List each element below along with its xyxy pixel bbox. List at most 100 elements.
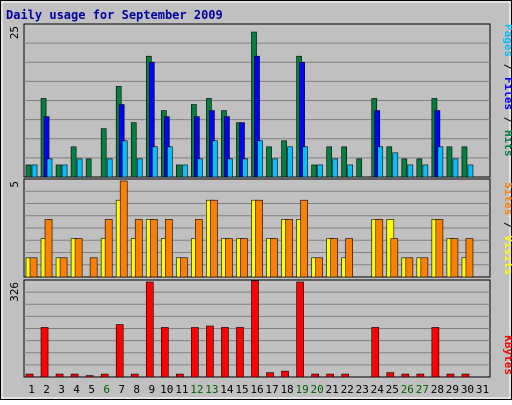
- kbytes-panel: 326 KBytes: [8, 279, 512, 378]
- x-tick-label-day-28: 28: [431, 383, 444, 396]
- hits-panel-bar-pages-day-15: [242, 158, 248, 178]
- hits-panel-bar-hits-day-1: [25, 164, 32, 178]
- panels-layer: 25 Pages / Files / Hits 5 Sites / Visits 326…: [8, 23, 512, 378]
- kbytes-panel-side-labels: KBytes: [502, 335, 512, 375]
- x-tick-label-day-15: 15: [235, 383, 248, 396]
- hits-panel-bar-hits-day-11: [176, 164, 182, 178]
- hits-panel-bar-pages-day-20: [317, 164, 323, 178]
- side-legend-part: Hits: [502, 130, 512, 157]
- x-tick-label-day-5: 5: [88, 383, 95, 396]
- hits-panel-bar-files-day-19: [299, 61, 305, 178]
- kbytes-panel-bar-kbytes-day-26: [401, 373, 410, 378]
- kbytes-panel-bar-kbytes-day-6: [100, 373, 109, 378]
- visits-panel-bar-sites-day-19: [300, 199, 308, 278]
- hits-panel-bar-pages-day-3: [61, 164, 68, 178]
- kbytes-panel-bar-kbytes-day-15: [236, 327, 244, 378]
- visits-panel-bar-sites-day-24: [375, 219, 384, 278]
- x-tick-label-day-16: 16: [250, 383, 263, 396]
- hits-panel-bar-hits-day-25: [386, 146, 393, 178]
- hits-panel-bar-files-day-24: [374, 110, 381, 178]
- visits-panel-bar-sites-day-9: [149, 219, 158, 278]
- hits-panel-bar-pages-day-19: [302, 146, 308, 178]
- side-legend-part: /: [502, 57, 512, 77]
- hits-panel-bar-hits-day-22: [341, 146, 348, 178]
- kbytes-panel-bar-kbytes-day-22: [341, 373, 350, 378]
- kbytes-panel-bar-kbytes-day-25: [386, 372, 395, 378]
- hits-panel-bar-pages-day-8: [136, 158, 143, 178]
- hits-panel-bar-hits-day-20: [311, 164, 317, 178]
- visits-panel-bar-sites-day-17: [270, 238, 278, 278]
- x-tick-label-day-26: 26: [401, 383, 414, 396]
- hits-panel-bar-pages-day-12: [197, 158, 203, 178]
- hits-panel-bar-files-day-15: [239, 122, 245, 178]
- visits-panel-bar-sites-day-1: [29, 257, 38, 278]
- x-tick-label-day-29: 29: [446, 383, 459, 396]
- visits-panel-bar-sites-day-11: [180, 257, 188, 278]
- chart-frame-inner: [1, 1, 511, 399]
- hits-panel-bar-files-day-16: [254, 55, 260, 178]
- kbytes-panel-bar-kbytes-day-4: [70, 373, 79, 378]
- kbytes-panel-side-legend: KBytes: [502, 335, 512, 375]
- x-tick-label-day-25: 25: [386, 383, 399, 396]
- side-legend-part: Pages: [502, 24, 512, 57]
- visits-panel-bar-sites-day-2: [44, 219, 53, 278]
- x-tick-label-day-14: 14: [220, 383, 234, 396]
- x-tick-label-day-9: 9: [148, 383, 155, 396]
- side-legend-part: /: [502, 215, 512, 235]
- x-tick-label-day-27: 27: [416, 383, 429, 396]
- hits-panel-bar-pages-day-17: [272, 158, 278, 178]
- visits-panel-bar-sites-day-7: [119, 180, 128, 278]
- hits-panel-bar-files-day-9: [148, 61, 155, 178]
- hits-panel-bar-pages-day-30: [467, 164, 474, 178]
- visits-panel-bar-sites-day-27: [420, 257, 429, 278]
- kbytes-panel-bar-kbytes-day-14: [221, 327, 229, 378]
- x-tick-label-day-20: 20: [311, 383, 324, 396]
- x-tick-label-day-21: 21: [326, 383, 339, 396]
- x-tick-label-day-22: 22: [341, 383, 354, 396]
- hits-panel-bar-hits-day-5: [85, 158, 92, 178]
- hits-panel-bar-pages-day-29: [452, 158, 459, 178]
- hits-panel-side-legend: Pages / Files / Hits: [502, 24, 512, 157]
- kbytes-panel-bar-kbytes-day-20: [311, 373, 319, 378]
- visits-panel-bar-sites-day-4: [74, 238, 83, 278]
- x-tick-label-day-24: 24: [371, 383, 385, 396]
- kbytes-panel-bar-kbytes-day-9: [145, 281, 154, 378]
- kbytes-panel-bar-kbytes-day-5: [85, 375, 94, 378]
- hits-panel-bar-hits-day-4: [70, 146, 77, 178]
- hits-panel-bar-pages-day-2: [46, 158, 53, 178]
- hits-panel-side-labels: Pages / Files / Hits: [502, 24, 512, 157]
- hits-panel-bar-pages-day-7: [121, 140, 128, 178]
- hits-panel-bar-hits-day-3: [55, 164, 62, 178]
- visits-panel-side-legend: Sites / Visits: [502, 182, 512, 275]
- hits-panel-bar-pages-day-16: [257, 140, 263, 178]
- x-tick-label-day-6: 6: [103, 383, 110, 396]
- x-axis-labels: 1 2 3 4 5 6 7 8 9 10 11 12 13 14 15 16 17 18 19 20 21 22 23 24 2…: [28, 383, 489, 396]
- hits-panel-bar-pages-day-14: [227, 158, 233, 178]
- x-tick-label-day-31: 31: [476, 383, 489, 396]
- hits-panel-bar-hits-day-17: [266, 146, 272, 178]
- x-tick-label-day-4: 4: [73, 383, 80, 396]
- side-legend-part: KBytes: [502, 335, 512, 375]
- x-tick-label-day-10: 10: [160, 383, 173, 396]
- kbytes-panel-bar-kbytes-day-13: [206, 325, 214, 378]
- x-tick-label-day-2: 2: [43, 383, 50, 396]
- hits-panel-bar-pages-day-28: [437, 146, 444, 178]
- kbytes-panel-bar-kbytes-day-27: [416, 373, 425, 378]
- hits-panel-bar-pages-day-4: [76, 158, 83, 178]
- side-legend-part: Files: [502, 77, 512, 110]
- visits-panel-bar-sites-day-12: [195, 219, 203, 278]
- kbytes-panel-bar-kbytes-day-30: [461, 373, 470, 378]
- kbytes-panel-bar-kbytes-day-24: [371, 327, 380, 378]
- hits-panel-bar-pages-day-26: [407, 164, 414, 178]
- hits-panel-bar-hits-day-6: [100, 128, 107, 178]
- hits-panel-bar-pages-day-9: [151, 146, 158, 178]
- kbytes-panel-bar-kbytes-day-3: [55, 373, 64, 378]
- hits-panel-bar-pages-day-6: [106, 158, 113, 178]
- hits-panel-bar-pages-day-22: [347, 164, 354, 178]
- hits-panel-bar-files-day-12: [194, 116, 200, 178]
- kbytes-panel-bar-kbytes-day-18: [281, 370, 289, 378]
- hits-panel-bar-pages-day-11: [182, 164, 188, 178]
- kbytes-panel-bar-kbytes-day-17: [266, 372, 274, 378]
